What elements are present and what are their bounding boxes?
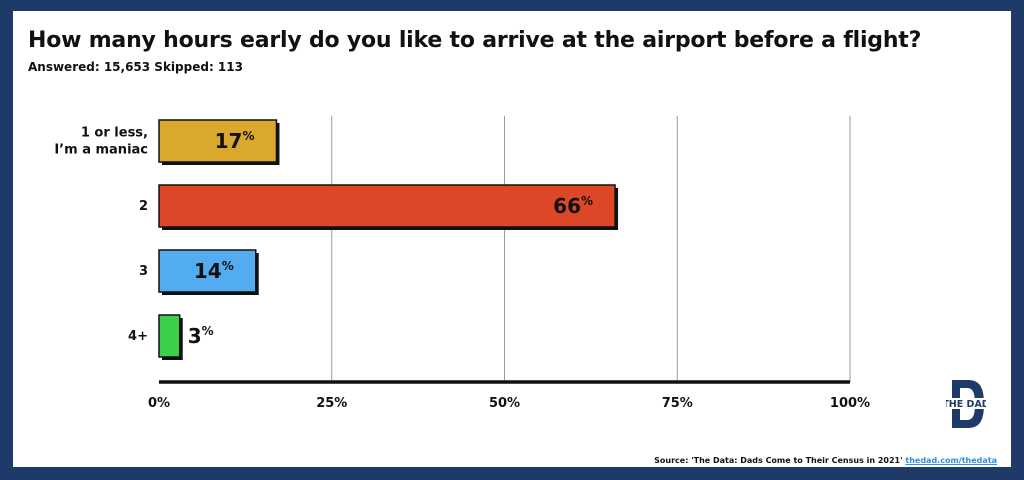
bar	[158, 249, 257, 293]
x-tick-label: 25%	[316, 396, 347, 411]
source-link[interactable]: thedad.com/thedata	[905, 456, 997, 465]
value-label: 14%	[194, 259, 234, 283]
bar	[158, 314, 181, 358]
source-line: Source: 'The Data: Dads Come to Their Ce…	[654, 456, 997, 465]
value-label: 3%	[188, 324, 214, 348]
chart-title: How many hours early do you like to arri…	[28, 28, 922, 53]
logo-text: THE DAD	[946, 399, 986, 410]
x-tick-label: 75%	[662, 396, 693, 411]
source-text: Source: 'The Data: Dads Come to Their Ce…	[654, 456, 903, 465]
bar	[158, 119, 278, 163]
bar	[158, 184, 616, 228]
x-tick-label: 0%	[148, 396, 170, 411]
x-tick-label: 50%	[489, 396, 520, 411]
x-tick-label: 100%	[830, 396, 870, 411]
category-label: 2	[139, 199, 148, 214]
the-dad-logo: THE DAD	[946, 380, 986, 428]
chart-subtitle: Answered: 15,653 Skipped: 113	[28, 60, 243, 74]
category-label: 3	[139, 264, 148, 279]
category-label: 1 or less, I’m a maniac	[54, 126, 148, 158]
category-label: 4+	[128, 329, 148, 344]
chart-card	[13, 11, 1011, 467]
